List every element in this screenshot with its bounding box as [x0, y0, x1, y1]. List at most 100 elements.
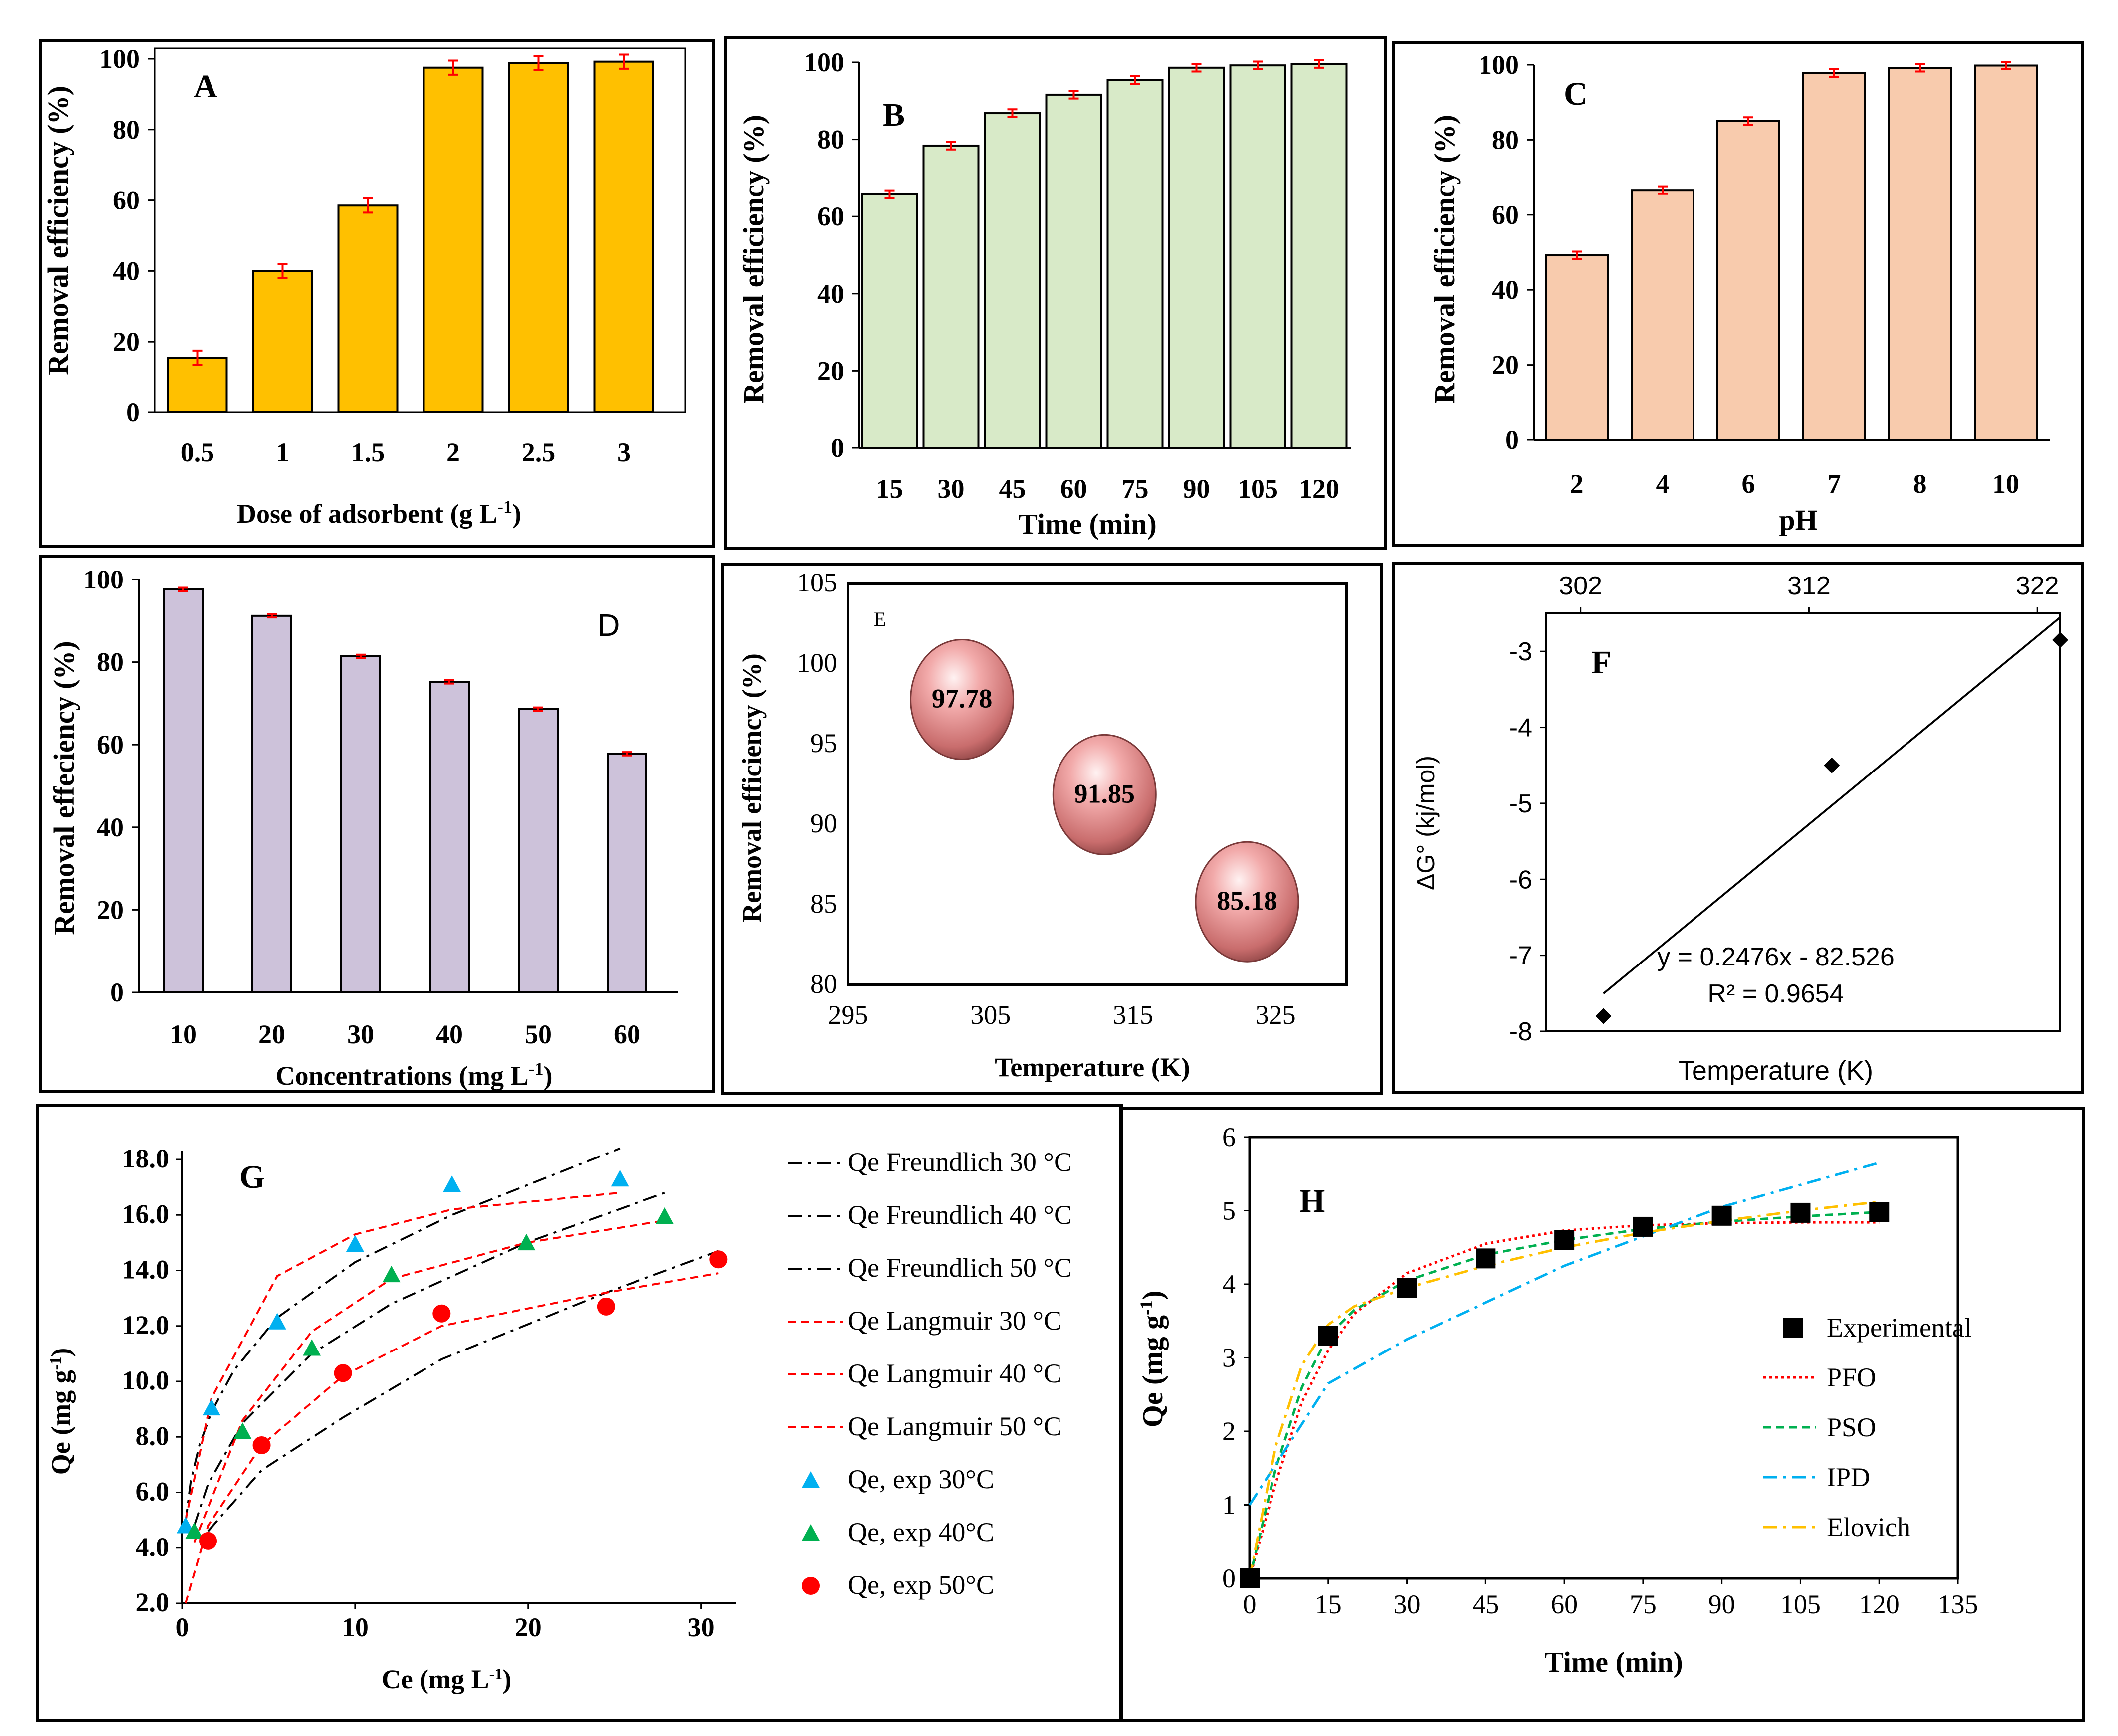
- g-legend-label: Qe, exp 40°C: [848, 1517, 994, 1547]
- c-bar: [1974, 64, 2038, 441]
- e-xtick-label: 315: [1113, 1000, 1153, 1030]
- g-data-point: [709, 1250, 728, 1269]
- b-xtick-label: 60: [1060, 474, 1087, 504]
- g-data-point: [517, 1233, 536, 1251]
- c-ytick-label: 80: [1492, 125, 1519, 155]
- g-legend-label: Qe Freundlich 50 °C: [848, 1253, 1072, 1283]
- a-xtick-label: 3: [617, 437, 631, 467]
- e-ytick-label: 105: [797, 568, 837, 597]
- g-data-point: [597, 1297, 615, 1316]
- g-legend-swatch: [802, 1524, 820, 1541]
- panel-h-xlabel: Time (min): [1544, 1646, 1683, 1678]
- a-bar: [508, 62, 569, 414]
- g-legend-swatch: [802, 1577, 820, 1595]
- f-ytick-label: -3: [1509, 637, 1532, 666]
- g-ytick-label: 6.0: [136, 1477, 170, 1507]
- panel-a-xlabel: Dose of adsorbent (g L-1): [237, 497, 521, 529]
- panel-a-plot-area: [154, 47, 686, 413]
- b-bar: [1290, 63, 1348, 449]
- h-legend-label: Experimental: [1827, 1313, 1972, 1343]
- g-data-point: [202, 1398, 220, 1416]
- panel-d: D 0 20 40 60 80 100 10 20 30 40 50 60 Concentration…: [48, 565, 678, 1091]
- g-legend-label: Qe Freundlich 30 °C: [848, 1147, 1072, 1177]
- e-data-ball: [910, 638, 1015, 760]
- c-bar: [1631, 189, 1694, 441]
- d-xtick-label: 30: [347, 1019, 374, 1049]
- b-bar: [984, 112, 1041, 449]
- c-ytick-label: 100: [1479, 50, 1519, 80]
- f-xtick-label: 302: [1559, 572, 1602, 600]
- d-xtick-label: 50: [525, 1019, 552, 1049]
- g-data-point: [303, 1339, 321, 1356]
- panel-f: F -8 -7 -6 -5 -4 -3 302 312 322 y = 0.2476x - 82…: [1412, 572, 2068, 1086]
- h-data-point: [1790, 1202, 1811, 1223]
- d-xtick-label: 10: [170, 1019, 197, 1049]
- panel-f-plot-area: [1545, 612, 2061, 1032]
- c-ytick-label: 20: [1492, 350, 1519, 380]
- panel-d-frame: [39, 555, 715, 1093]
- panel-d-ylabel: Removal effeciency (%): [48, 641, 80, 935]
- g-data-point: [655, 1207, 674, 1224]
- c-xtick-label: 4: [1656, 469, 1670, 499]
- e-data-label: 91.85: [1074, 778, 1135, 808]
- g-series-line: [207, 1250, 719, 1532]
- b-bar: [1106, 79, 1164, 449]
- e-xtick-label: 295: [828, 1000, 868, 1030]
- h-legend-label: PSO: [1827, 1412, 1876, 1442]
- e-ytick-label: 80: [810, 969, 837, 999]
- panel-f-frame: [1392, 562, 2084, 1094]
- h-xtick-label: 15: [1315, 1589, 1342, 1619]
- c-bar: [1545, 254, 1609, 441]
- panel-f-xlabel: Temperature (K): [1679, 1056, 1873, 1086]
- e-data-ball: [1052, 734, 1157, 855]
- panel-e-xlabel: Temperature (K): [995, 1052, 1190, 1082]
- c-ytick-label: 0: [1505, 425, 1519, 455]
- d-bar: [163, 588, 204, 993]
- h-data-point: [1240, 1568, 1260, 1588]
- h-series-line: [1248, 1221, 1880, 1579]
- c-xtick-label: 6: [1742, 469, 1755, 499]
- b-ytick-label: 20: [817, 356, 844, 386]
- b-xtick-label: 90: [1183, 474, 1210, 504]
- g-data-point: [252, 1436, 271, 1454]
- g-legend-label: Qe, exp 50°C: [848, 1570, 994, 1600]
- g-data-point: [611, 1169, 629, 1187]
- a-ytick-label: 0: [126, 397, 140, 427]
- panel-a-letter: A: [194, 68, 217, 105]
- d-ytick-label: 80: [97, 647, 124, 677]
- panel-h-ylabel: Qe (mg g-1): [1136, 1291, 1169, 1428]
- g-data-point: [233, 1422, 252, 1439]
- a-xtick-label: 2: [446, 437, 460, 467]
- a-bar: [593, 60, 654, 413]
- h-xtick-label: 75: [1630, 1589, 1657, 1619]
- panel-b-ylabel: Removal efficiency (%): [737, 115, 770, 404]
- h-ytick-label: 0: [1222, 1563, 1236, 1593]
- h-series-line: [1248, 1161, 1880, 1506]
- b-xtick-label: 45: [999, 474, 1026, 504]
- panel-e-frame: [721, 563, 1383, 1095]
- panel-d-letter: D: [598, 608, 620, 643]
- h-ytick-label: 1: [1222, 1490, 1236, 1520]
- a-ytick-label: 20: [113, 327, 140, 357]
- g-xtick-label: 0: [176, 1612, 189, 1642]
- h-ytick-label: 6: [1222, 1122, 1236, 1152]
- h-xtick-label: 120: [1859, 1589, 1900, 1619]
- g-ytick-label: 18.0: [122, 1144, 170, 1173]
- f-data-point: [2052, 632, 2068, 648]
- a-xtick-label: 0.5: [181, 437, 214, 467]
- h-xtick-label: 0: [1243, 1589, 1257, 1619]
- h-xtick-label: 45: [1472, 1589, 1499, 1619]
- g-ytick-label: 10.0: [122, 1365, 170, 1395]
- panel-c-frame: [1392, 41, 2084, 547]
- f-data-point: [1824, 757, 1840, 773]
- a-ytick-label: 40: [113, 256, 140, 286]
- panel-a-frame: [39, 39, 715, 548]
- a-ytick-label: 60: [113, 186, 140, 215]
- panel-a: A 0 20 40 60 80 100 0.5 1 1.5 2 2.5 3 Dose of adsor…: [42, 44, 686, 529]
- d-xtick-label: 20: [258, 1019, 285, 1049]
- b-ytick-label: 0: [831, 433, 844, 463]
- a-bar: [337, 204, 399, 413]
- h-data-point: [1633, 1216, 1653, 1237]
- panel-g-xlabel: Ce (mg L-1): [382, 1664, 512, 1694]
